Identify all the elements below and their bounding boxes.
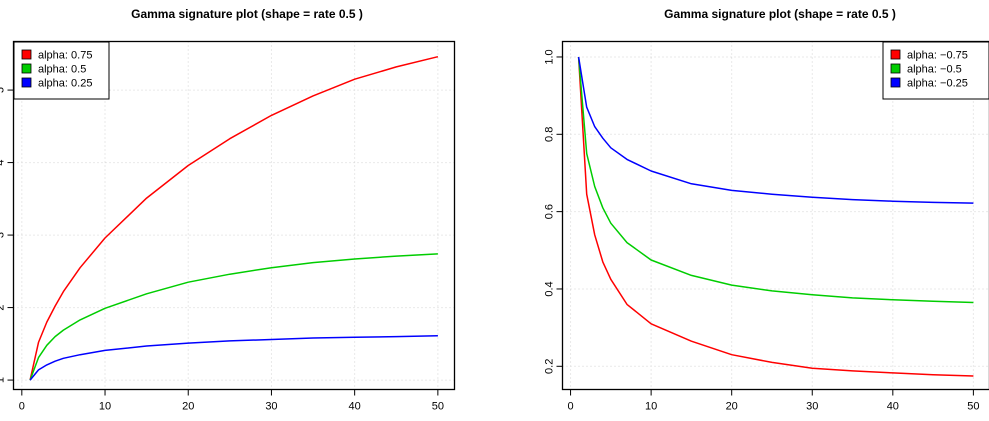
- chart-panel-right: Gamma signature plot (shape = rate 0.5 )…: [544, 7, 989, 413]
- legend-label: alpha: 0.5: [38, 64, 86, 76]
- legend-label: alpha: −0.5: [907, 64, 962, 76]
- y-tick-label: 3: [0, 232, 7, 238]
- plot-frame: [12, 40, 456, 391]
- x-tick-label: 30: [265, 401, 277, 413]
- x-tick-label: 20: [726, 401, 738, 413]
- chart-panel-left: Gamma signature plot (shape = rate 0.5 )…: [0, 7, 456, 413]
- chart-title: Gamma signature plot (shape = rate 0.5 ): [664, 7, 896, 21]
- x-tick-label: 40: [887, 401, 899, 413]
- legend-box: [882, 41, 989, 100]
- x-tick-label: 0: [19, 401, 25, 413]
- x-axis: 0 10 20 30 40 50: [19, 389, 444, 413]
- plot-frame: [561, 40, 989, 391]
- y-tick-label: 1.0: [544, 49, 556, 64]
- x-tick-label: 30: [806, 401, 818, 413]
- series-line: [29, 335, 438, 381]
- series-line: [29, 55, 439, 381]
- legend-swatch: [890, 49, 901, 60]
- x-tick-label: 50: [432, 401, 444, 413]
- x-tick-label: 40: [349, 401, 361, 413]
- x-axis: 0 10 20 30 40 50: [567, 389, 980, 413]
- x-tick-label: 50: [967, 401, 979, 413]
- series-line: [577, 56, 974, 204]
- y-axis: 1 2 3 4 5: [0, 87, 14, 383]
- y-tick-label: 4: [0, 160, 7, 166]
- y-tick-label: 1: [0, 377, 7, 383]
- legend-swatch: [21, 49, 32, 60]
- legend-swatch: [890, 63, 901, 74]
- series-group: [577, 56, 974, 377]
- legend: alpha: −0.75 alpha: −0.5 alpha: −0.25: [882, 41, 989, 100]
- legend-label: alpha: −0.25: [907, 78, 968, 90]
- legend-swatch: [890, 77, 901, 88]
- legend-label: alpha: 0.75: [38, 50, 92, 62]
- series-group: [29, 55, 439, 381]
- y-tick-label: 0.4: [544, 281, 556, 296]
- x-tick-label: 10: [645, 401, 657, 413]
- grid: [13, 41, 455, 390]
- x-tick-label: 10: [99, 401, 111, 413]
- legend: alpha: 0.75 alpha: 0.5 alpha: 0.25: [13, 41, 110, 100]
- y-axis: 0.2 0.4 0.6 0.8 1.0: [544, 49, 563, 374]
- legend-label: alpha: −0.75: [907, 50, 968, 62]
- series-line: [577, 56, 974, 377]
- legend-swatch: [21, 63, 32, 74]
- y-tick-label: 0.8: [544, 127, 556, 142]
- y-tick-label: 2: [0, 305, 7, 311]
- x-tick-label: 0: [567, 401, 573, 413]
- chart-title: Gamma signature plot (shape = rate 0.5 ): [131, 7, 363, 21]
- x-tick-label: 20: [182, 401, 194, 413]
- legend-swatch: [21, 77, 32, 88]
- y-tick-label: 0.2: [544, 359, 556, 374]
- y-tick-label: 5: [0, 87, 7, 93]
- y-tick-label: 0.6: [544, 204, 556, 219]
- series-line: [29, 253, 438, 381]
- series-line: [577, 56, 974, 304]
- legend-label: alpha: 0.25: [38, 78, 92, 90]
